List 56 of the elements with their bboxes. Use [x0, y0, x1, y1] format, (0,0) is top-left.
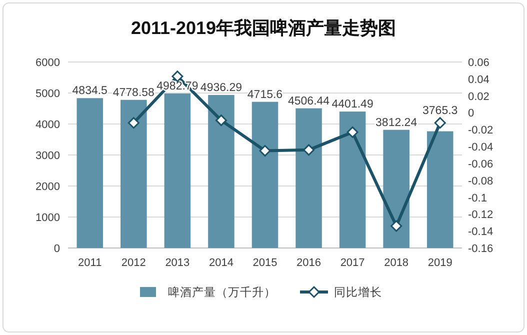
legend-label: 同比增长 [334, 286, 382, 299]
x-tick-label: 2015 [252, 257, 278, 269]
y2-tick-label: -0.08 [468, 175, 494, 188]
x-tick-label: 2012 [121, 257, 146, 269]
point [434, 117, 446, 129]
x-tick-label: 2011 [78, 257, 102, 269]
y2-tick-label: -0.06 [468, 158, 494, 170]
y-tick-label: 2000 [36, 181, 60, 193]
x-tick-label: 2019 [428, 257, 452, 269]
y-tick-label: 3000 [36, 150, 60, 162]
y2-tick-label: 0.04 [468, 74, 490, 86]
bar [252, 102, 278, 248]
data-label: 4778.58 [112, 86, 154, 99]
point [303, 144, 315, 156]
bar [383, 130, 410, 248]
bar [164, 94, 191, 248]
y-tick-label: 6000 [36, 57, 60, 69]
y-tick-label: 0 [54, 243, 60, 255]
y2-tick-label: -0.1 [468, 192, 487, 204]
point [390, 220, 402, 232]
data-label: 4936.29 [200, 82, 242, 94]
y2-tick-label: -0.16 [468, 243, 494, 255]
y2-tick-label: -0.14 [468, 226, 494, 238]
x-tick-label: 2017 [340, 257, 365, 269]
point [346, 126, 358, 138]
y2-tick-label: 0 [468, 108, 474, 120]
bar [296, 108, 322, 248]
bar [76, 98, 104, 248]
y-tick-label: 4000 [36, 119, 60, 131]
y2-tick-label: 0.06 [468, 57, 490, 69]
data-label: 4834.5 [72, 85, 108, 98]
data-label: 4401.49 [332, 98, 374, 111]
x-tick-label: 2013 [165, 257, 190, 269]
bar [120, 100, 147, 248]
x-tick-label: 2014 [208, 257, 234, 269]
point [215, 114, 227, 126]
point [128, 117, 140, 129]
legend-label: 啤酒产量（万千升） [168, 285, 276, 299]
data-label: 3765.3 [422, 104, 458, 117]
y-tick-label: 1000 [36, 212, 60, 224]
y-tick-label: 5000 [36, 88, 60, 100]
y2-tick-label: -0.12 [468, 209, 494, 222]
point [259, 145, 271, 157]
bar [208, 94, 234, 248]
data-label: 3812.24 [376, 116, 418, 129]
y2-tick-label: -0.02 [468, 124, 494, 137]
data-label: 4506.44 [288, 95, 330, 108]
point [172, 70, 184, 82]
x-tick-label: 2018 [384, 257, 409, 269]
data-label: 4715.6 [247, 88, 283, 101]
y2-tick-label: 0.02 [468, 90, 490, 103]
bar [339, 112, 366, 248]
x-tick-label: 2016 [296, 257, 322, 269]
chart-title: 2011-2019年我国啤酒产量走势图 [130, 18, 396, 38]
y2-tick-label: -0.04 [468, 142, 494, 154]
bar [426, 131, 454, 248]
